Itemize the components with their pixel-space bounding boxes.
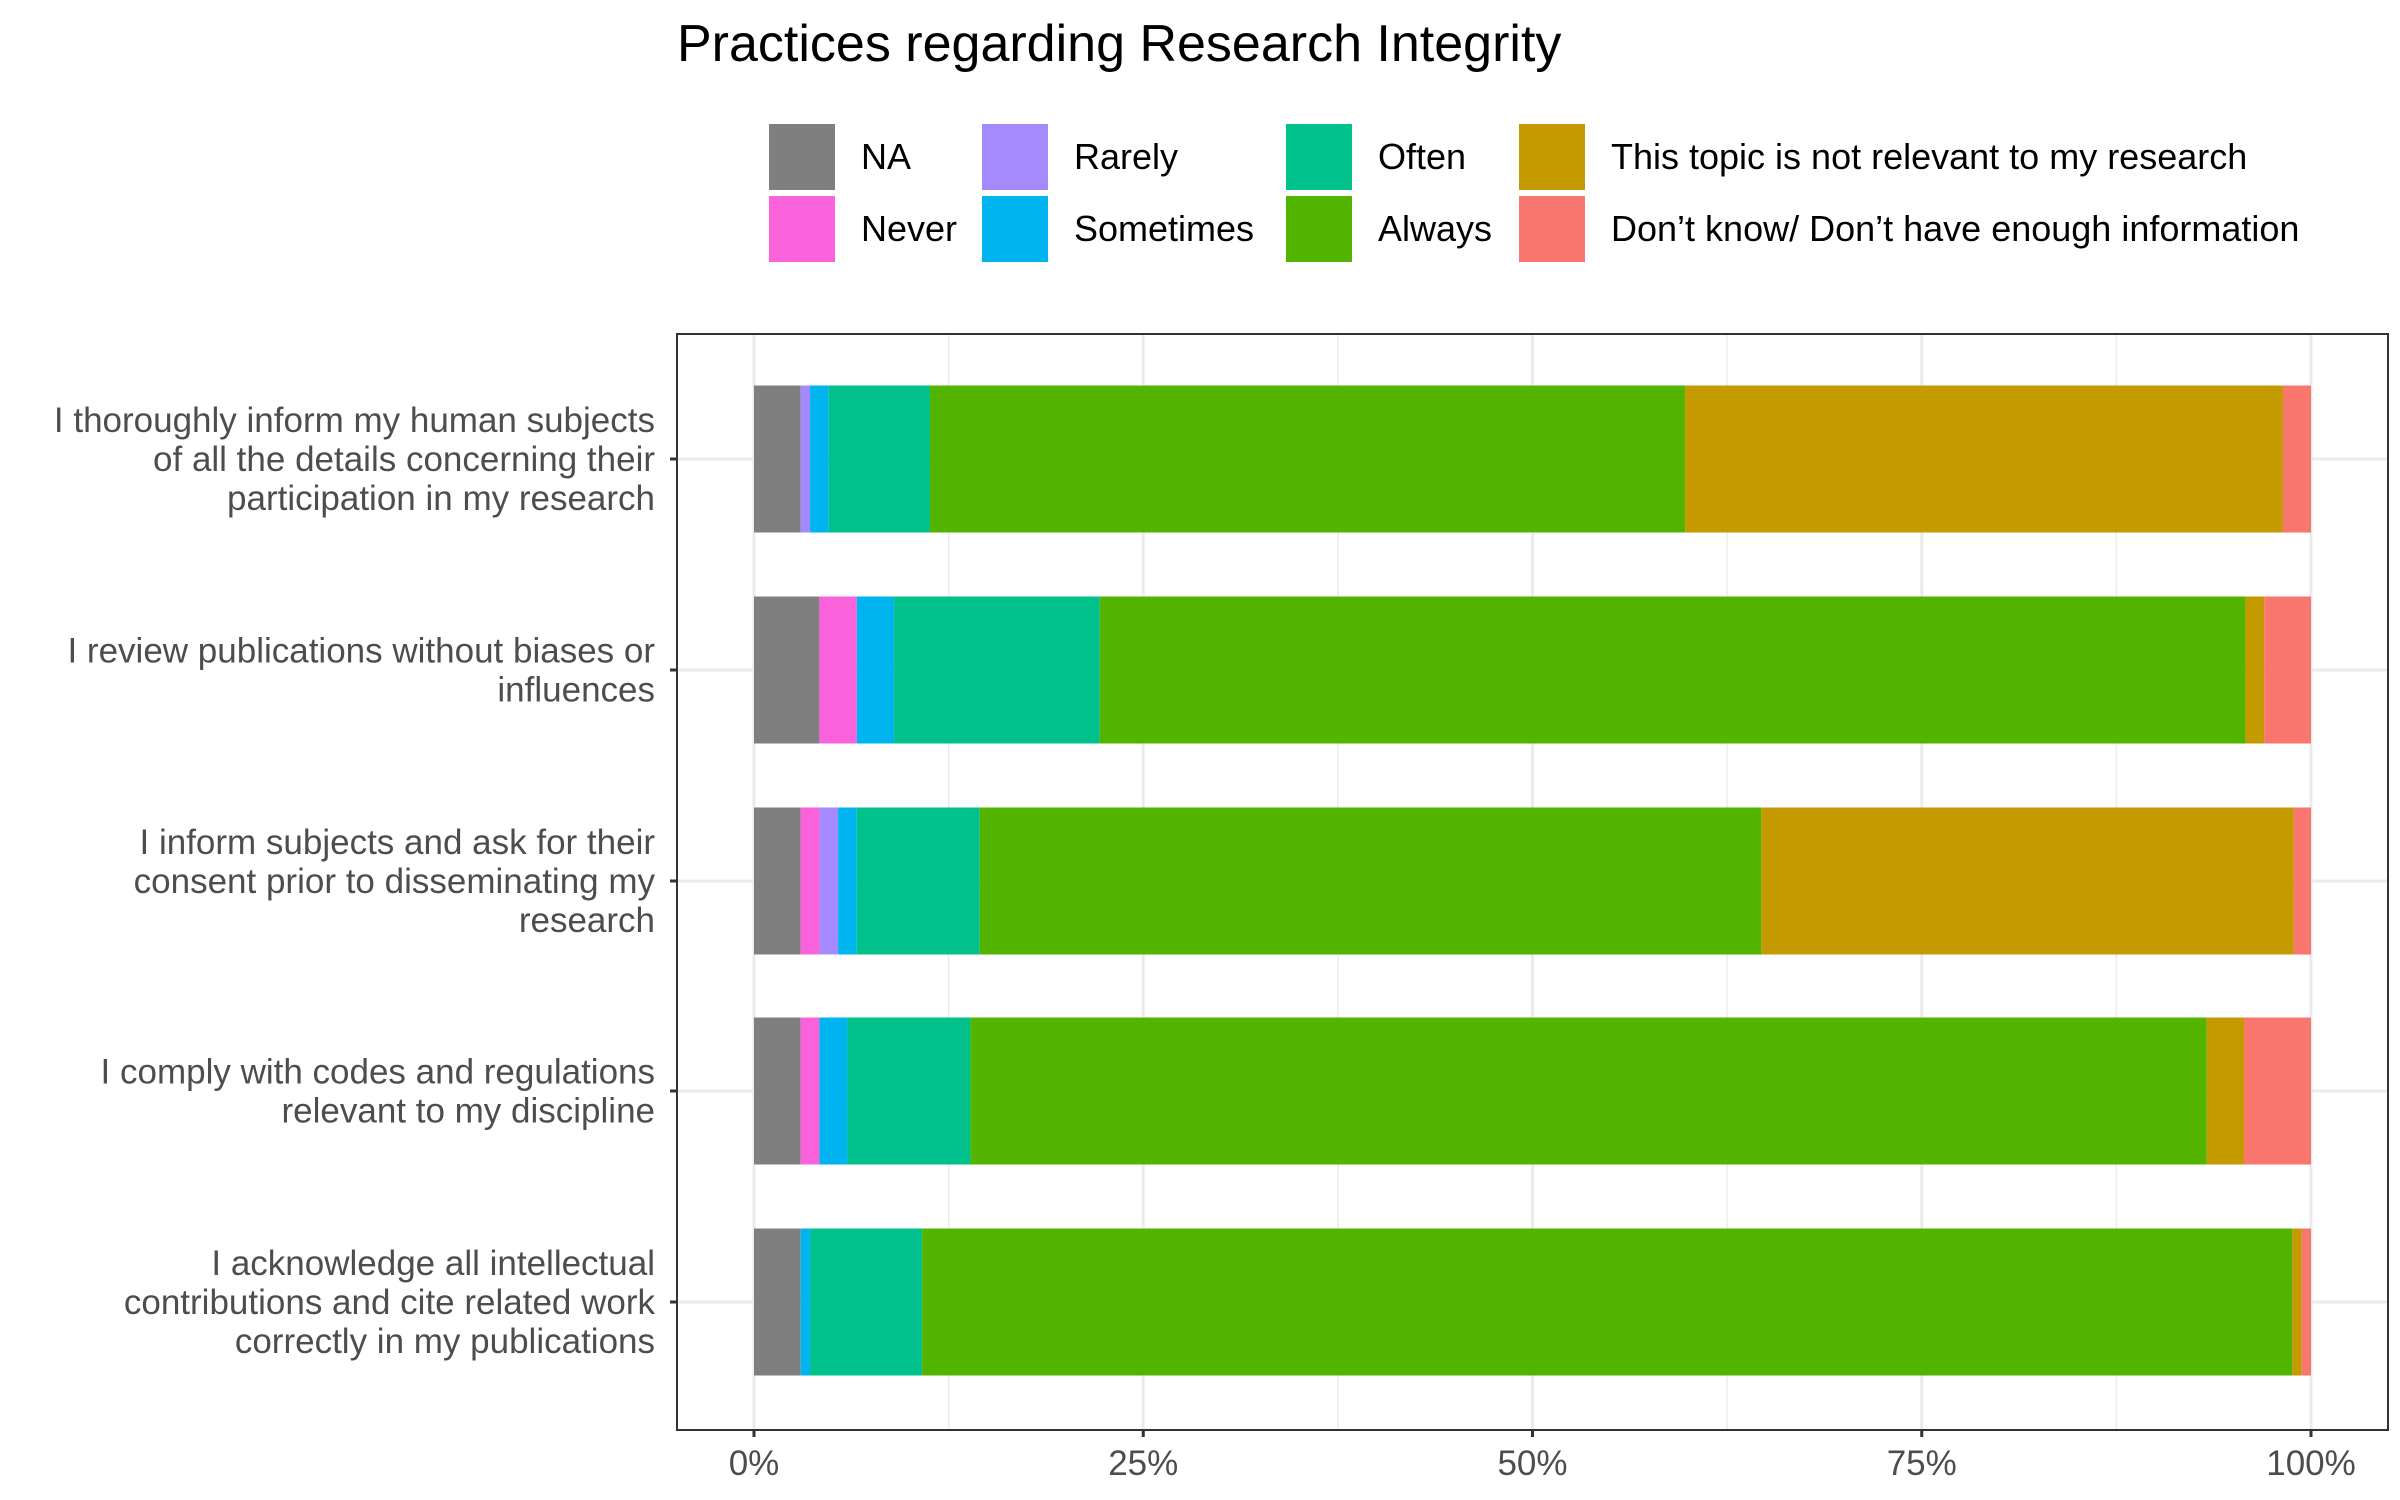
bar-segment	[2293, 807, 2311, 955]
bar-segment	[754, 807, 801, 955]
x-tick-label: 75%	[1887, 1444, 1957, 1483]
bar-segment	[754, 1017, 801, 1165]
category-label: contributions and cite related work	[124, 1283, 656, 1322]
legend-key	[1286, 196, 1352, 262]
bar-segment	[819, 1017, 848, 1165]
category-label: relevant to my discipline	[282, 1092, 656, 1131]
bar-segment	[810, 385, 829, 533]
bar-segment	[2244, 1017, 2311, 1165]
x-tick-label: 50%	[1497, 1444, 1567, 1483]
legend: NA Never Rarely Sometimes Often Always This to…	[769, 124, 2299, 262]
x-tick-label: 0%	[729, 1444, 780, 1483]
category-label: I review publications without biases or	[67, 632, 655, 671]
legend-label: Sometimes	[1074, 208, 1254, 249]
bar-segment	[2206, 1017, 2245, 1165]
x-tick-label: 100%	[2266, 1444, 2356, 1483]
bar-segment	[819, 807, 839, 955]
bar-segment	[838, 807, 857, 955]
legend-key	[982, 124, 1048, 190]
bar-segment	[800, 1017, 820, 1165]
legend-key	[1286, 124, 1352, 190]
legend-label: NA	[861, 136, 911, 177]
category-label: I acknowledge all intellectual	[211, 1244, 655, 1283]
legend-label: Often	[1378, 136, 1466, 177]
legend-label: This topic is not relevant to my researc…	[1611, 136, 2247, 177]
legend-label: Never	[861, 208, 957, 249]
category-label: I comply with codes and regulations	[101, 1053, 655, 1092]
category-label: participation in my research	[227, 479, 655, 518]
category-label: influences	[497, 671, 655, 710]
x-axis: 0% 25% 50% 75% 100%	[729, 1430, 2356, 1483]
bar-segment	[894, 596, 1100, 744]
bars	[754, 385, 2311, 1376]
bar-segment	[819, 596, 857, 744]
bar-segment	[979, 807, 1762, 955]
category-label: I thoroughly inform my human subjects	[54, 401, 655, 440]
legend-label: Always	[1378, 208, 1492, 249]
legend-key	[769, 124, 835, 190]
category-labels: I thoroughly inform my human subjectsof …	[54, 401, 677, 1361]
bar-segment	[2292, 1228, 2302, 1376]
category-label: correctly in my publications	[235, 1322, 655, 1361]
bar-segment	[810, 1228, 923, 1376]
bar-segment	[754, 596, 820, 744]
bar-segment	[754, 385, 801, 533]
bar-segment	[929, 385, 1686, 533]
bar-segment	[828, 385, 930, 533]
bar-segment	[800, 807, 820, 955]
bar-segment	[2264, 596, 2311, 744]
category-label: of all the details concerning their	[153, 440, 655, 479]
legend-key	[769, 196, 835, 262]
bar-segment	[856, 807, 980, 955]
bar-segment	[2245, 596, 2265, 744]
legend-key	[1519, 124, 1585, 190]
legend-label: Don’t know/ Don’t have enough informatio…	[1611, 208, 2299, 249]
category-label: I inform subjects and ask for their	[140, 823, 656, 862]
bar-segment	[922, 1228, 2293, 1376]
bar-segment	[800, 1228, 811, 1376]
bar-segment	[1761, 807, 2294, 955]
bar-segment	[754, 1228, 801, 1376]
x-tick-label: 25%	[1108, 1444, 1178, 1483]
bar-segment	[2301, 1228, 2311, 1376]
category-label: consent prior to disseminating my	[134, 862, 656, 901]
legend-label: Rarely	[1074, 136, 1178, 177]
legend-key	[1519, 196, 1585, 262]
bar-segment	[800, 385, 811, 533]
bar-segment	[856, 596, 895, 744]
bar-segment	[1099, 596, 2246, 744]
bar-segment	[1685, 385, 2283, 533]
category-label: research	[519, 901, 655, 940]
bar-segment	[970, 1017, 2207, 1165]
bar-segment	[847, 1017, 971, 1165]
chart-title: Practices regarding Research Integrity	[677, 15, 1561, 73]
bar-segment	[2282, 385, 2311, 533]
legend-key	[982, 196, 1048, 262]
